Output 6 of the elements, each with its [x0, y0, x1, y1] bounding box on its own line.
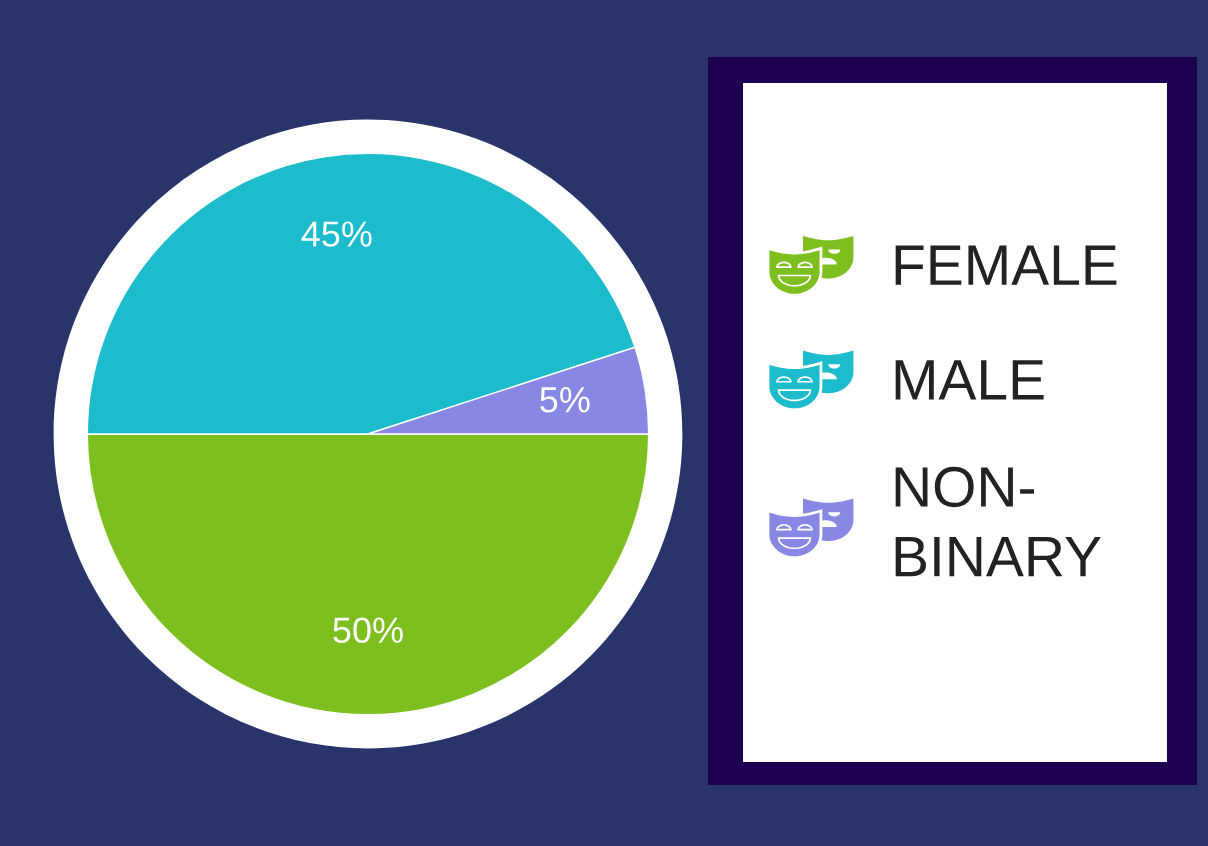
legend-label: MALE [895, 360, 1044, 400]
data-label: 5% [540, 387, 590, 413]
data-label: 50% [333, 617, 403, 643]
legend-label: FEMALE [895, 245, 1117, 285]
data-label: 45% [301, 221, 372, 247]
legend-label: NON-BINARY [895, 466, 1101, 577]
